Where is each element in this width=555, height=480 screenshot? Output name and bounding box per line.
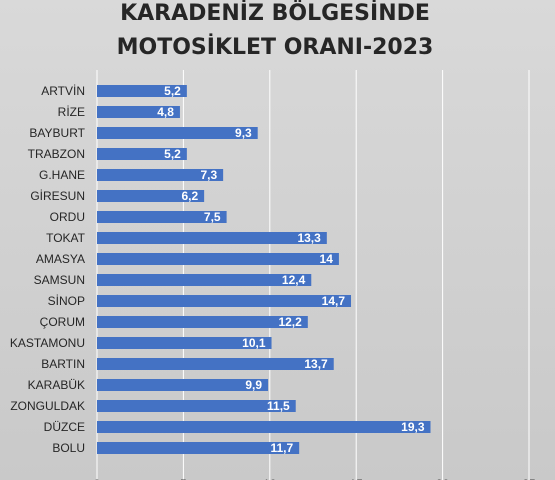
data-label: 11,7 [270,441,293,455]
category-label: KARABÜK [28,378,85,392]
bar [97,85,187,97]
data-label: 12,4 [282,273,306,287]
data-label: 5,2 [164,84,181,98]
bar [97,421,431,433]
category-label: DÜZCE [44,420,85,434]
x-tick-label: 5 [180,477,187,480]
data-label: 13,7 [304,357,328,371]
data-label: 11,5 [267,399,290,413]
category-labels: ARTVİN RİZE BAYBURT TRABZON G.HANE GİRESUN ORD… [10,84,86,455]
category-label: BARTIN [41,357,85,371]
x-tick-label: 25 [522,477,536,480]
bar [97,169,224,181]
x-tick-label: 15 [350,477,364,480]
category-label: BAYBURT [29,126,85,140]
data-label: 7,5 [204,210,221,224]
category-label: TOKAT [46,231,86,245]
x-tick-label: 10 [263,477,277,480]
x-tick-label: 0 [94,477,101,480]
category-label: BOLU [52,441,85,455]
bar [97,358,334,370]
bar [97,316,308,328]
category-label: GİRESUN [30,189,85,203]
data-label: 9,9 [245,378,262,392]
category-label: G.HANE [39,168,85,182]
x-axis-tick-labels: 0 5 10 15 20 25 [94,477,536,480]
bar [97,379,269,391]
data-label: 9,3 [235,126,252,140]
data-label: 10,1 [242,336,266,350]
bar [97,442,300,454]
bar [97,211,227,223]
bar [97,337,272,349]
data-label: 7,3 [200,168,217,182]
category-label: ORDU [50,210,85,224]
bar [97,400,296,412]
category-label: KASTAMONU [10,336,85,350]
data-label: 14 [320,252,334,266]
category-label: SAMSUN [34,273,85,287]
chart-title-line-1: KARADENİZ BÖLGESİNDE [120,0,430,26]
bar [97,148,187,160]
bar [97,232,327,244]
bar [97,190,205,202]
data-label: 12,2 [278,315,302,329]
data-label: 19,3 [401,420,425,434]
data-label: 13,3 [297,231,321,245]
category-label: ÇORUM [40,315,85,329]
bar [97,106,180,118]
data-label: 5,2 [164,147,181,161]
data-label: 4,8 [157,105,174,119]
bar [97,274,312,286]
category-label: ARTVİN [41,84,85,98]
bar [97,295,352,307]
category-label: AMASYA [36,252,85,266]
value-labels: 5,2 4,8 9,3 5,2 7,36,2 7,5 13,3 14 12,4 14,7 12,2 1… [157,84,425,455]
category-label: ZONGULDAK [10,399,85,413]
category-label: RİZE [58,105,85,119]
x-tick-label: 20 [436,477,450,480]
data-label: 14,7 [322,294,346,308]
bars [97,85,431,454]
bar [97,127,258,139]
chart-title-line-2: MOTOSİKLET ORANI-2023 [117,34,434,60]
bar [97,253,339,265]
data-label: 6,2 [181,189,198,203]
category-label: SİNOP [48,294,85,308]
category-label: TRABZON [28,147,85,161]
